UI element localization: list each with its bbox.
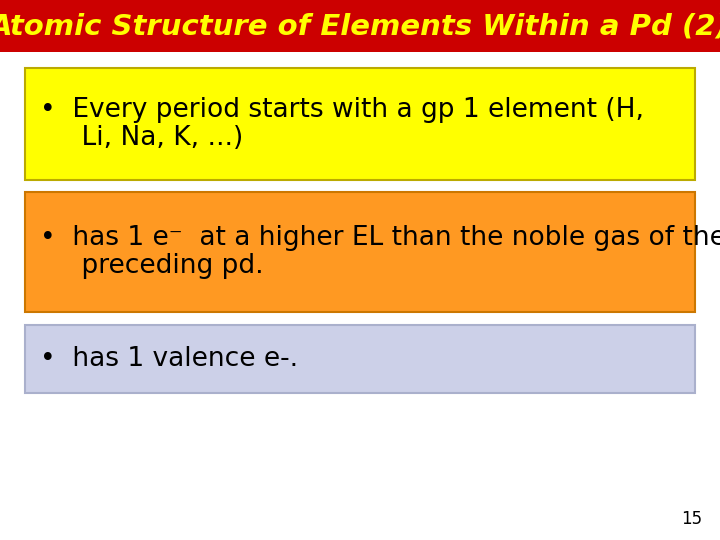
Text: •  has 1 valence e-.: • has 1 valence e-. xyxy=(40,346,298,372)
FancyBboxPatch shape xyxy=(25,325,695,393)
Text: Atomic Structure of Elements Within a Pd (2): Atomic Structure of Elements Within a Pd… xyxy=(0,12,720,40)
Text: •  Every period starts with a gp 1 element (H,: • Every period starts with a gp 1 elemen… xyxy=(40,97,644,123)
Text: 15: 15 xyxy=(681,510,702,528)
Text: Li, Na, K, ...): Li, Na, K, ...) xyxy=(48,125,243,151)
Text: preceding pd.: preceding pd. xyxy=(48,253,264,279)
FancyBboxPatch shape xyxy=(25,192,695,312)
Text: •  has 1 e⁻  at a higher EL than the noble gas of the: • has 1 e⁻ at a higher EL than the noble… xyxy=(40,225,720,251)
FancyBboxPatch shape xyxy=(25,68,695,180)
FancyBboxPatch shape xyxy=(0,0,720,52)
